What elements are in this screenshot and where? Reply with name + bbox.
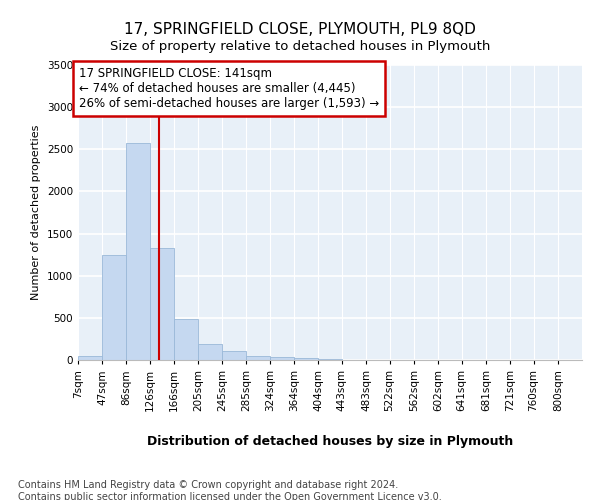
Bar bbox=[270, 358, 294, 360]
Bar bbox=[126, 144, 150, 360]
Bar bbox=[246, 356, 270, 360]
Text: Contains HM Land Registry data © Crown copyright and database right 2024.
Contai: Contains HM Land Registry data © Crown c… bbox=[18, 480, 442, 500]
Bar bbox=[150, 248, 174, 360]
Y-axis label: Number of detached properties: Number of detached properties bbox=[31, 125, 41, 300]
Bar bbox=[102, 254, 126, 360]
Text: 17 SPRINGFIELD CLOSE: 141sqm
← 74% of detached houses are smaller (4,445)
26% of: 17 SPRINGFIELD CLOSE: 141sqm ← 74% of de… bbox=[79, 66, 379, 110]
Bar bbox=[198, 344, 222, 360]
Text: 17, SPRINGFIELD CLOSE, PLYMOUTH, PL9 8QD: 17, SPRINGFIELD CLOSE, PLYMOUTH, PL9 8QD bbox=[124, 22, 476, 38]
Bar bbox=[78, 356, 102, 360]
Bar bbox=[174, 318, 198, 360]
Text: Size of property relative to detached houses in Plymouth: Size of property relative to detached ho… bbox=[110, 40, 490, 53]
Text: Distribution of detached houses by size in Plymouth: Distribution of detached houses by size … bbox=[147, 435, 513, 448]
Bar bbox=[222, 350, 246, 360]
Bar bbox=[318, 359, 342, 360]
Bar bbox=[294, 358, 318, 360]
